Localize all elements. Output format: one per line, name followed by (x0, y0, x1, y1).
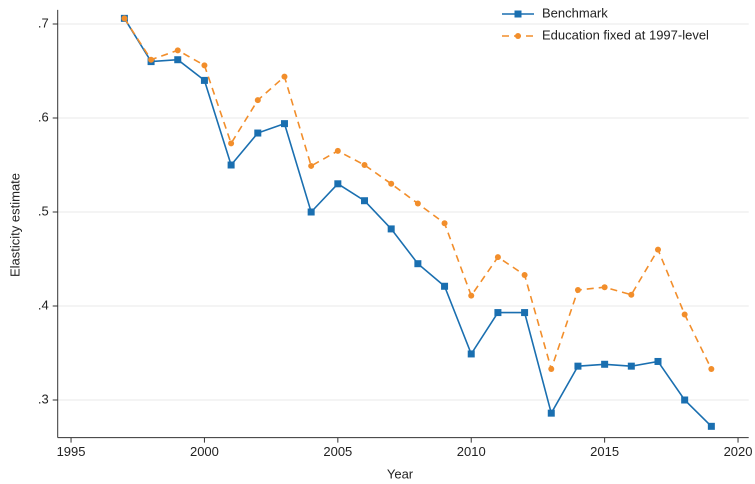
data-point (628, 291, 635, 298)
data-point (441, 220, 448, 227)
data-point (654, 357, 662, 365)
data-point (388, 180, 395, 187)
data-point (334, 147, 341, 154)
data-point (280, 120, 288, 128)
data-point (574, 287, 581, 294)
data-point (148, 56, 155, 63)
data-point (174, 56, 182, 64)
data-point (361, 162, 368, 168)
data-point (681, 311, 688, 318)
data-point (548, 365, 555, 372)
x-tick-label: 2005 (323, 444, 352, 459)
data-point (467, 350, 475, 358)
x-tick-label: 1995 (57, 444, 86, 459)
x-tick-label: 2000 (190, 444, 219, 459)
data-point (281, 73, 288, 80)
data-point (547, 409, 555, 417)
data-point (601, 284, 608, 291)
data-point (334, 180, 342, 188)
x-tick-label: 2015 (590, 444, 619, 459)
data-point (227, 161, 235, 169)
data-point (174, 47, 181, 54)
legend-label: Benchmark (542, 5, 608, 20)
x-tick-label: 2020 (724, 444, 753, 459)
data-point (441, 282, 449, 290)
data-point (654, 246, 661, 253)
data-point (200, 76, 208, 84)
data-point (228, 140, 235, 147)
legend-marker (514, 10, 522, 18)
data-point (521, 309, 529, 317)
data-point (387, 225, 395, 233)
data-point (201, 62, 208, 69)
y-tick-label: .4 (38, 297, 49, 312)
x-tick-label: 2010 (457, 444, 486, 459)
data-point (307, 208, 315, 216)
data-point (361, 197, 369, 205)
y-tick-label: .6 (38, 109, 49, 124)
legend-label: Education fixed at 1997-level (542, 27, 709, 42)
y-axis-label: Elasticity estimate (7, 173, 22, 277)
data-point (681, 396, 689, 404)
data-point (521, 271, 528, 278)
data-point (574, 362, 582, 370)
data-point (708, 365, 715, 372)
data-point (494, 254, 501, 261)
data-point (468, 292, 475, 299)
x-axis-label: Year (387, 466, 414, 481)
data-point (494, 309, 502, 317)
data-point (308, 162, 315, 169)
data-point (414, 260, 422, 268)
legend-marker (515, 33, 521, 39)
y-tick-label: .7 (38, 15, 49, 30)
data-point (627, 362, 635, 370)
data-point (707, 422, 715, 430)
y-tick-label: .5 (38, 203, 49, 218)
data-point (254, 129, 262, 137)
data-point (601, 360, 609, 368)
y-tick-label: .3 (38, 391, 49, 406)
data-point (414, 200, 421, 207)
data-point (121, 15, 128, 22)
data-point (254, 97, 261, 104)
